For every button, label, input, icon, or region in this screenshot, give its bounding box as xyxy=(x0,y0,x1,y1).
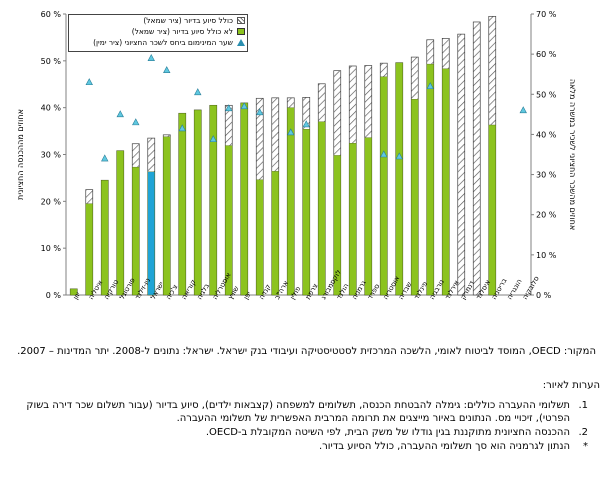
legend-item-excluding: לא כולל סיוע בדיור (ציר שמאל) xyxy=(69,26,247,37)
bar-excluding-1 xyxy=(70,288,78,296)
bar-excluding-25 xyxy=(442,68,450,296)
legend-green-swatch xyxy=(237,28,245,35)
bar-excluding-14 xyxy=(271,171,279,296)
marker-minimum-wage-11 xyxy=(225,104,233,112)
y-tick-label-right: 60 % xyxy=(536,50,557,59)
x-tick-label: יפן xyxy=(242,290,253,301)
marker-minimum-wage-15 xyxy=(287,128,295,136)
note-marker: * xyxy=(583,441,588,452)
marker-minimum-wage-5 xyxy=(132,118,140,126)
note-text: הנתון לגרמניה הוא סך תשלומי ההעברה, כולל… xyxy=(318,441,570,452)
y-tick-label-left: 60 % xyxy=(41,10,62,19)
bar-excluding-19 xyxy=(349,143,357,296)
bar-excluding-6 xyxy=(147,171,155,296)
y-tick-label-right: 0 % xyxy=(536,291,552,300)
bar-excluding-21 xyxy=(380,76,388,296)
bar-excluding-3 xyxy=(101,180,109,296)
marker-minimum-wage-8 xyxy=(178,124,186,132)
bar-total-26 xyxy=(457,33,466,296)
y-tick-label-left: 30 % xyxy=(41,151,62,160)
note-marker: 2. xyxy=(578,427,588,438)
bar-excluding-22 xyxy=(395,62,403,296)
y-tick-label-right: 40 % xyxy=(536,130,557,139)
marker-minimum-wage-13 xyxy=(256,108,264,116)
note-text: ההכנסה החציונית מתוקננת בגין גודלו של מש… xyxy=(205,427,570,438)
marker-minimum-wage-3 xyxy=(101,154,109,162)
y-tick-label-left: 50 % xyxy=(41,57,62,66)
bar-excluding-7 xyxy=(163,136,171,296)
chart-svg: 0 % 10 % 20 % 30 % 40 % 50 % 60 % 0 % 10 % 20 % 30… xyxy=(16,10,577,301)
chart-legend: כולל סיוע בדיור (ציר שמאל) לא כולל סיוע … xyxy=(68,14,248,52)
bar-total-27 xyxy=(472,21,481,296)
chart: 0 % 10 % 20 % 30 % 40 % 50 % 60 % 0 % 10 % 20 % 30… xyxy=(16,10,577,301)
marker-minimum-wage-12 xyxy=(240,102,248,110)
legend-item-minimum-wage: שער המינימום ביחס לשכר החציוני (ציר ימין… xyxy=(69,37,247,48)
chart-source: המקור: OECD, המוסד לביטוח לאומי, הלשכה ה… xyxy=(17,346,596,357)
legend-label-total: כולל סיוע בדיור (ציר שמאל) xyxy=(143,16,233,25)
bar-excluding-18 xyxy=(333,155,341,296)
notes-title: הערות לאיור: xyxy=(542,380,600,391)
marker-minimum-wage-2 xyxy=(85,78,93,86)
bar-excluding-28 xyxy=(488,124,496,296)
x-tick-label: יוון xyxy=(72,290,83,301)
note-text: תשלומי ההעברה כוללים: גימלה להבטחת הכנסה… xyxy=(26,400,570,424)
bar-excluding-2 xyxy=(85,203,93,296)
bar-excluding-20 xyxy=(364,137,372,296)
legend-label-excluding: לא כולל סיוע בדיור (ציר שמאל) xyxy=(131,27,233,36)
legend-hatch-swatch xyxy=(237,17,245,24)
legend-item-total: כולל סיוע בדיור (ציר שמאל) xyxy=(69,15,247,26)
legend-label-minimum-wage: שער המינימום ביחס לשכר החציוני (ציר ימין… xyxy=(93,38,233,47)
bar-excluding-9 xyxy=(194,109,202,296)
marker-minimum-wage-16 xyxy=(302,120,310,128)
bar-excluding-11 xyxy=(225,145,233,296)
marker-minimum-wage-6 xyxy=(147,54,155,61)
bar-excluding-10 xyxy=(209,105,217,296)
marker-minimum-wage-24 xyxy=(426,82,434,90)
bar-excluding-12 xyxy=(240,102,248,296)
marker-minimum-wage-30 xyxy=(519,106,527,114)
bar-excluding-4 xyxy=(116,150,124,296)
note-item: * הנתון לגרמניה הוא סך תשלומי ההעברה, כו… xyxy=(8,440,596,453)
marker-minimum-wage-7 xyxy=(163,66,171,73)
marker-minimum-wage-10 xyxy=(209,135,217,143)
bar-excluding-13 xyxy=(256,179,264,296)
y-tick-label-left: 10 % xyxy=(41,244,62,253)
note-marker: 1. xyxy=(578,400,588,411)
marker-minimum-wage-4 xyxy=(116,110,124,118)
bar-excluding-17 xyxy=(318,121,326,296)
y-tick-label-right: 20 % xyxy=(536,211,557,220)
notes-list: 1. תשלומי ההעברה כוללים: גימלה להבטחת הכ… xyxy=(8,399,596,454)
bar-excluding-5 xyxy=(132,166,140,296)
bar-excluding-15 xyxy=(287,107,295,296)
bar-excluding-23 xyxy=(411,99,419,296)
bar-excluding-16 xyxy=(302,129,310,296)
y-tick-label-left: 0 % xyxy=(46,291,62,300)
marker-minimum-wage-9 xyxy=(194,88,202,96)
y-axis-title-left: אחוזים מההכנסה החציונית xyxy=(16,109,25,200)
y-tick-label-left: 40 % xyxy=(41,104,62,113)
y-tick-label-right: 10 % xyxy=(536,251,557,260)
y-axis-title-right: אחוזים מהשכר החציוני לשכיר במשרה מלאה xyxy=(568,79,577,230)
marker-minimum-wage-21 xyxy=(380,150,388,158)
bar-excluding-24 xyxy=(426,63,434,296)
note-item: 2. ההכנסה החציונית מתוקננת בגין גודלו של… xyxy=(8,426,596,439)
y-tick-label-right: 30 % xyxy=(536,171,557,180)
y-tick-label-left: 20 % xyxy=(41,197,62,206)
legend-triangle-icon xyxy=(237,39,245,46)
y-tick-label-right: 50 % xyxy=(536,90,557,99)
y-tick-label-right: 70 % xyxy=(536,10,557,19)
note-item: 1. תשלומי ההעברה כוללים: גימלה להבטחת הכ… xyxy=(8,399,596,425)
marker-minimum-wage-22 xyxy=(395,152,403,160)
bar-excluding-8 xyxy=(178,113,186,296)
